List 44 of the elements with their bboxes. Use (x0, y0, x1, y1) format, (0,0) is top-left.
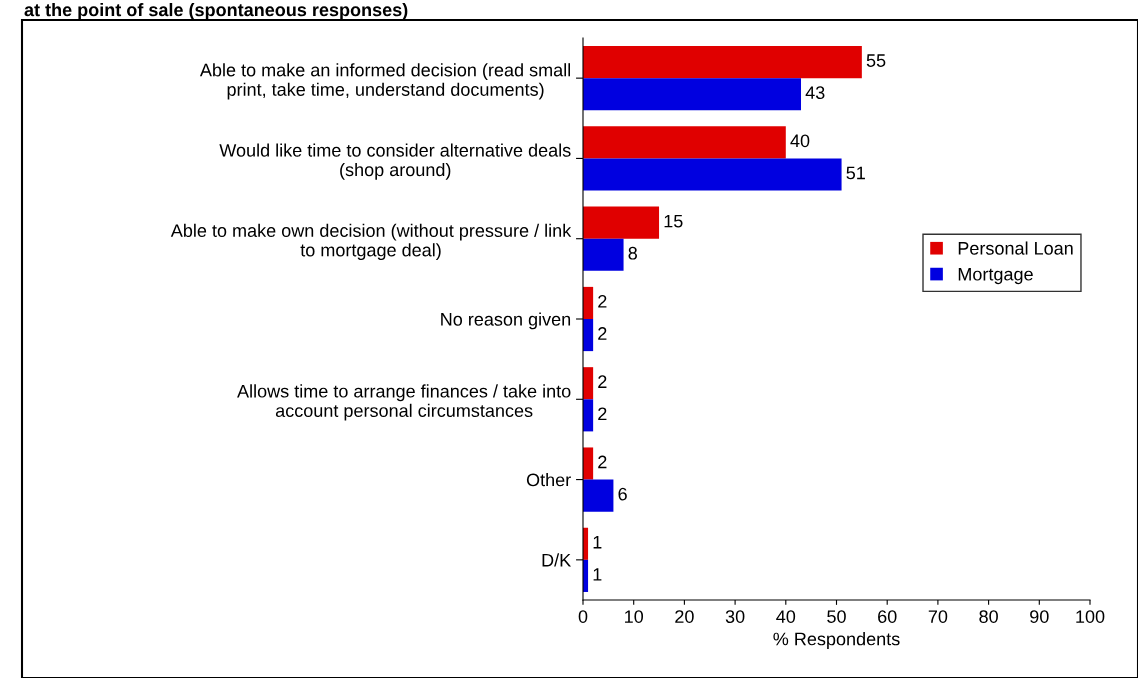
data-label: 8 (628, 246, 637, 260)
data-label: 2 (598, 295, 607, 308)
y-tick-label: D/K (542, 553, 571, 567)
data-label: 40 (790, 134, 810, 148)
y-tick-label: Able to make an informed decision (read small print, take time, understand documents) (199, 63, 571, 100)
data-label: 43 (805, 86, 825, 100)
bar (583, 126, 786, 159)
bar (583, 78, 802, 111)
legend-label: Mortgage (958, 267, 1033, 285)
data-label: 2 (598, 455, 607, 469)
bar (583, 158, 842, 191)
bar (583, 46, 862, 79)
legend-label: Personal Loan (958, 241, 1073, 255)
x-tick-label: 70 (928, 610, 948, 623)
data-label: 51 (846, 166, 865, 180)
x-tick-label: 60 (878, 610, 897, 623)
x-axis-title: % Respondents (773, 632, 900, 649)
y-tick-label: Allows time to arrange finances / take into account personal circumstances (237, 384, 571, 421)
bar (583, 206, 660, 239)
x-tick-label: 80 (979, 610, 998, 623)
bar (583, 447, 594, 480)
text: at the point of sale (spontaneous responses) (24, 3, 408, 20)
bar (583, 238, 624, 271)
data-label: 2 (598, 375, 607, 388)
data-label: 1 (593, 568, 602, 581)
x-tick-label: 50 (827, 610, 846, 623)
data-label: 55 (866, 54, 886, 67)
x-tick-label: 0 (578, 610, 588, 623)
bar (583, 479, 614, 512)
y-tick-label: Would like time to consider alternative deals (shop around) (219, 143, 571, 180)
data-label: 6 (618, 487, 627, 501)
x-tick-label: 100 (1076, 610, 1105, 623)
x-tick-label: 10 (625, 610, 644, 623)
x-tick-label: 20 (675, 610, 694, 623)
data-label: 15 (664, 214, 683, 228)
data-label: 2 (598, 407, 607, 421)
data-label: 1 (593, 536, 602, 549)
y-tick-label: Other (526, 473, 571, 487)
x-tick-label: 30 (725, 610, 745, 623)
y-tick-label: Able to make own decision (without pressure / link to mortgage deal) (170, 223, 572, 261)
y-tick-label: No reason given (441, 312, 571, 330)
data-label: 2 (598, 327, 607, 340)
x-tick-label: 90 (1030, 610, 1049, 623)
x-tick-label: 40 (776, 610, 796, 623)
